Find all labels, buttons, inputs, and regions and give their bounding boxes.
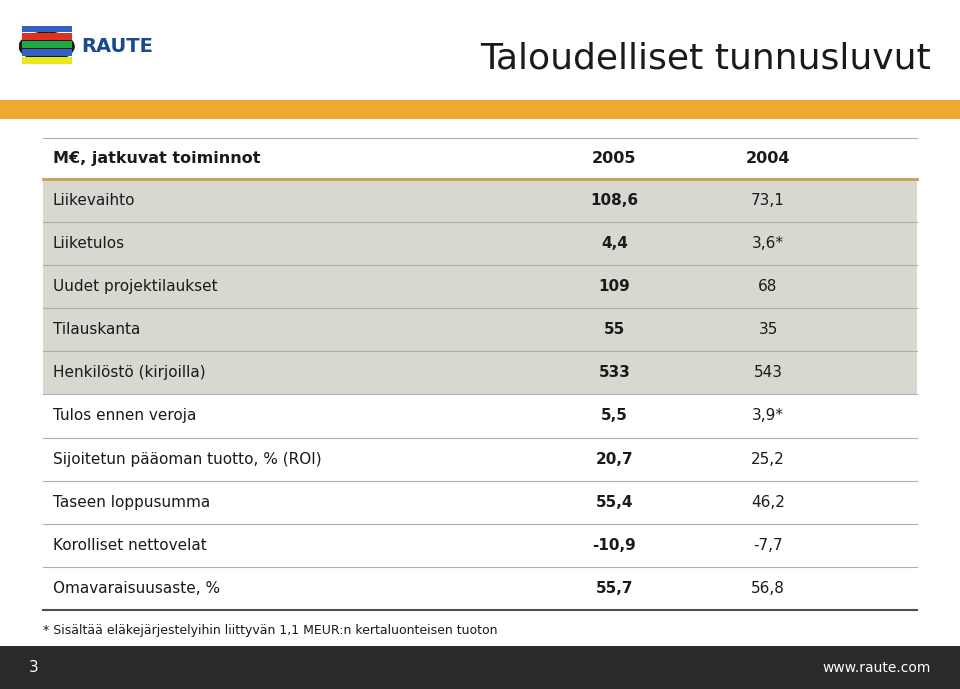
Text: 5,5: 5,5	[601, 409, 628, 424]
Text: Liiketulos: Liiketulos	[53, 236, 125, 251]
Text: 55,4: 55,4	[595, 495, 634, 510]
Bar	[22, 57, 72, 63]
Text: 2005: 2005	[592, 151, 636, 166]
Text: 3,9*: 3,9*	[752, 409, 784, 424]
Text: Tulos ennen veroja: Tulos ennen veroja	[53, 409, 196, 424]
Text: 35: 35	[758, 322, 778, 338]
Text: 20,7: 20,7	[595, 451, 634, 466]
Text: 55,7: 55,7	[595, 581, 634, 596]
Text: RAUTE: RAUTE	[82, 37, 154, 56]
Text: 55: 55	[604, 322, 625, 338]
Bar	[22, 25, 72, 32]
Text: 108,6: 108,6	[590, 193, 638, 208]
Text: 25,2: 25,2	[751, 451, 785, 466]
Text: 73,1: 73,1	[751, 193, 785, 208]
Text: Taloudelliset tunnusluvut: Taloudelliset tunnusluvut	[480, 41, 931, 76]
Text: Omavaraisuusaste, %: Omavaraisuusaste, %	[53, 581, 220, 596]
Text: Korolliset nettovelat: Korolliset nettovelat	[53, 537, 206, 553]
Text: 68: 68	[758, 279, 778, 294]
Text: Sijoitetun pääoman tuotto, % (ROI): Sijoitetun pääoman tuotto, % (ROI)	[53, 451, 322, 466]
Text: 4,4: 4,4	[601, 236, 628, 251]
Text: M€, jatkuvat toiminnot: M€, jatkuvat toiminnot	[53, 151, 260, 166]
Bar	[22, 49, 72, 56]
Text: 3,6*: 3,6*	[752, 236, 784, 251]
Text: Liikevaihto: Liikevaihto	[53, 193, 135, 208]
Text: Henkilöstö (kirjoilla): Henkilöstö (kirjoilla)	[53, 365, 205, 380]
Text: -7,7: -7,7	[754, 537, 782, 553]
Text: Taseen loppusumma: Taseen loppusumma	[53, 495, 210, 510]
Text: * Sisältää eläkejärjestelyihin liittyvän 1,1 MEUR:n kertaluonteisen tuoton: * Sisältää eläkejärjestelyihin liittyvän…	[43, 624, 497, 637]
Text: 109: 109	[598, 279, 631, 294]
Bar	[22, 34, 72, 40]
Text: www.raute.com: www.raute.com	[823, 661, 931, 675]
Text: -10,9: -10,9	[592, 537, 636, 553]
Bar	[22, 41, 72, 48]
Circle shape	[19, 32, 74, 61]
Text: 533: 533	[598, 365, 631, 380]
Text: 46,2: 46,2	[751, 495, 785, 510]
Text: Uudet projektilaukset: Uudet projektilaukset	[53, 279, 217, 294]
Text: 3: 3	[29, 660, 38, 675]
Text: 543: 543	[754, 365, 782, 380]
Text: Tilauskanta: Tilauskanta	[53, 322, 140, 338]
Text: 2004: 2004	[746, 151, 790, 166]
Text: 56,8: 56,8	[751, 581, 785, 596]
